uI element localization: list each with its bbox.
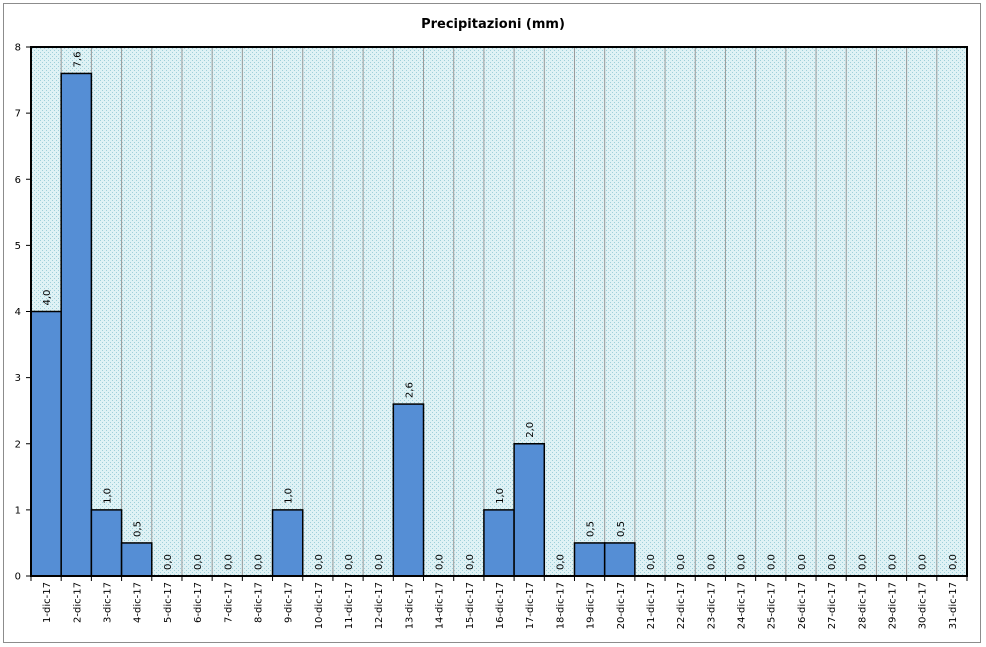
bar xyxy=(60,72,93,577)
data-label: 0,0 xyxy=(163,554,174,570)
x-tick-label: 31-dic-17 xyxy=(948,582,959,629)
bar xyxy=(30,310,62,577)
data-label: 0,0 xyxy=(797,554,808,570)
x-tick-label: 17-dic-17 xyxy=(525,582,536,629)
y-tick-label: 3 xyxy=(15,373,21,384)
x-tick-label: 11-dic-17 xyxy=(344,582,355,629)
x-tick-label: 13-dic-17 xyxy=(404,582,415,629)
x-tick-label: 9-dic-17 xyxy=(284,582,295,623)
x-tick-label: 29-dic-17 xyxy=(888,582,899,629)
plot-background xyxy=(31,47,967,576)
data-label: 0,5 xyxy=(133,521,144,537)
x-tick-label: 5-dic-17 xyxy=(163,582,174,623)
x-tick-label: 4-dic-17 xyxy=(133,582,144,623)
data-label: 0,0 xyxy=(827,554,838,570)
bar xyxy=(573,542,606,577)
x-tick-label: 3-dic-17 xyxy=(102,582,113,623)
y-tick-label: 7 xyxy=(15,109,21,120)
data-label: 0,0 xyxy=(435,554,446,570)
x-tick-label: 28-dic-17 xyxy=(857,582,868,629)
data-label: 0,0 xyxy=(253,554,264,570)
data-label: 0,0 xyxy=(314,554,325,570)
data-label: 0,0 xyxy=(223,554,234,570)
x-tick-label: 22-dic-17 xyxy=(676,582,687,629)
y-tick-label: 6 xyxy=(15,175,21,186)
data-label: 2,0 xyxy=(525,422,536,438)
data-label: 0,0 xyxy=(465,554,476,570)
data-label: 0,5 xyxy=(616,521,627,537)
x-tick-label: 26-dic-17 xyxy=(797,582,808,629)
y-tick-label: 2 xyxy=(15,439,21,450)
x-tick-label: 20-dic-17 xyxy=(616,582,627,629)
data-label: 0,0 xyxy=(918,554,929,570)
data-label: 0,0 xyxy=(948,554,959,570)
y-tick-label: 5 xyxy=(15,241,21,252)
data-label: 1,0 xyxy=(495,488,506,504)
data-label: 0,0 xyxy=(193,554,204,570)
bar xyxy=(392,403,425,577)
chart-title: Precipitazioni (mm) xyxy=(421,17,565,32)
x-tick-label: 2-dic-17 xyxy=(72,582,83,623)
x-tick-label: 30-dic-17 xyxy=(918,582,929,629)
x-tick-label: 7-dic-17 xyxy=(223,582,234,623)
x-tick-label: 18-dic-17 xyxy=(555,582,566,629)
data-label: 0,0 xyxy=(676,554,687,570)
bar xyxy=(120,542,153,577)
x-tick-label: 10-dic-17 xyxy=(314,582,325,629)
y-tick-label: 1 xyxy=(15,505,21,516)
x-tick-label: 14-dic-17 xyxy=(435,582,446,629)
data-label: 0,5 xyxy=(586,521,597,537)
data-label: 0,0 xyxy=(646,554,657,570)
data-label: 1,0 xyxy=(284,488,295,504)
x-tick-label: 23-dic-17 xyxy=(706,582,717,629)
y-tick-label: 8 xyxy=(15,43,21,54)
data-label: 0,0 xyxy=(555,554,566,570)
data-label: 7,6 xyxy=(72,52,83,68)
data-label: 0,0 xyxy=(344,554,355,570)
bar xyxy=(513,443,546,577)
bar xyxy=(483,509,515,577)
y-tick-label: 4 xyxy=(15,307,21,318)
data-label: 4,0 xyxy=(42,290,53,306)
data-label: 1,0 xyxy=(102,488,113,504)
x-tick-label: 21-dic-17 xyxy=(646,582,657,629)
x-tick-label: 19-dic-17 xyxy=(586,582,597,629)
y-tick-label: 0 xyxy=(15,572,21,583)
x-tick-label: 8-dic-17 xyxy=(253,582,264,623)
data-label: 0,0 xyxy=(374,554,385,570)
x-tick-label: 27-dic-17 xyxy=(827,582,838,629)
data-label: 0,0 xyxy=(767,554,778,570)
x-tick-label: 1-dic-17 xyxy=(42,582,53,623)
bar xyxy=(90,509,123,577)
bar xyxy=(603,542,636,577)
data-label: 0,0 xyxy=(737,554,748,570)
data-label: 0,0 xyxy=(706,554,717,570)
data-label: 0,0 xyxy=(888,554,899,570)
data-label: 0,0 xyxy=(857,554,868,570)
plot-area: 0 1 2 3 4 5 6 7 8 1-dic-17 2-dic-17 3-dic-17 4-dic-1… xyxy=(15,43,968,629)
x-tick-label: 12-dic-17 xyxy=(374,582,385,629)
x-tick-label: 6-dic-17 xyxy=(193,582,204,623)
data-label: 2,6 xyxy=(404,382,415,398)
x-tick-label: 16-dic-17 xyxy=(495,582,506,629)
x-tick-label: 15-dic-17 xyxy=(465,582,476,629)
x-tick-label: 24-dic-17 xyxy=(737,582,748,629)
bar xyxy=(271,509,304,577)
x-tick-label: 25-dic-17 xyxy=(767,582,778,629)
